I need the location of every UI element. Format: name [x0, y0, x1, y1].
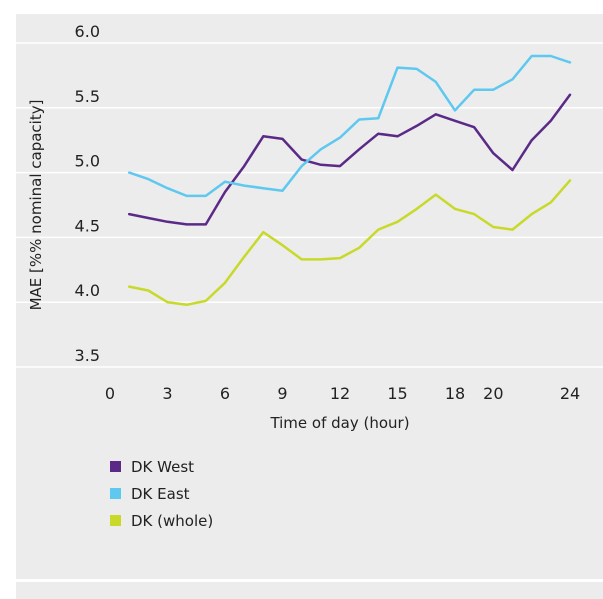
- y-tick-label: 4.5: [75, 216, 100, 235]
- y-tick-label: 5.0: [75, 152, 100, 171]
- y-axis-title: MAE [%% nominal capacity]: [27, 100, 45, 311]
- y-tick-label: 4.0: [75, 281, 100, 300]
- x-tick-label: 9: [277, 384, 287, 403]
- x-tick-label: 3: [162, 384, 172, 403]
- series-lines: [127, 54, 572, 307]
- x-tick-label: 15: [387, 384, 407, 403]
- x-tick-label: 12: [330, 384, 350, 403]
- y-tick-label: 6.0: [75, 22, 100, 41]
- y-tick-label: 3.5: [75, 346, 100, 365]
- legend-label: DK (whole): [131, 512, 213, 530]
- legend-swatch: [110, 515, 121, 526]
- x-tick-labels: 0 3 6 9 12 15 18 20 24: [105, 384, 580, 403]
- y-tick-labels: 3.5 4.0 4.5 5.0 5.5 6.0: [75, 22, 100, 365]
- x-axis-title: Time of day (hour): [269, 414, 409, 432]
- left-margin-band: [0, 0, 16, 599]
- x-tick-label: 0: [105, 384, 115, 403]
- legend-label: DK West: [131, 458, 194, 476]
- series-line-1: [127, 54, 572, 198]
- x-tick-label: 6: [220, 384, 230, 403]
- bottom-divider-band: [16, 579, 603, 582]
- series-line-0: [127, 93, 572, 226]
- legend-swatch: [110, 488, 121, 499]
- x-tick-label: 18: [445, 384, 465, 403]
- grid-lines: [16, 42, 603, 368]
- legend-label: DK East: [131, 485, 190, 503]
- legend-swatch: [110, 461, 121, 472]
- series-line-2: [127, 179, 572, 307]
- legend: DK West DK East DK (whole): [110, 458, 213, 530]
- x-tick-label: 20: [483, 384, 503, 403]
- top-band: [16, 0, 603, 14]
- y-tick-label: 5.5: [75, 87, 100, 106]
- x-tick-label: 24: [560, 384, 580, 403]
